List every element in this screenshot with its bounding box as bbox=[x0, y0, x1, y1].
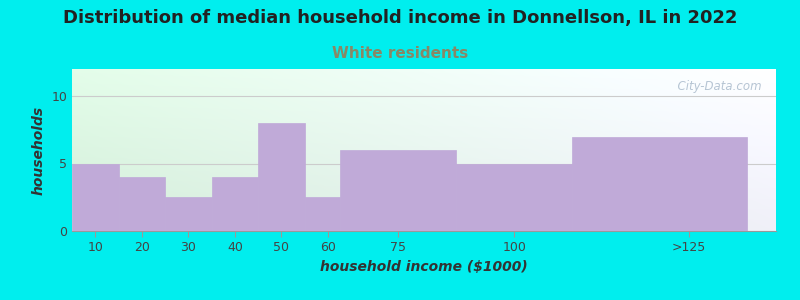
Bar bbox=[572, 136, 747, 231]
X-axis label: household income ($1000): household income ($1000) bbox=[320, 260, 528, 274]
Bar bbox=[165, 197, 212, 231]
Bar bbox=[118, 177, 165, 231]
Bar bbox=[456, 164, 572, 231]
Text: Distribution of median household income in Donnellson, IL in 2022: Distribution of median household income … bbox=[62, 9, 738, 27]
Text: City-Data.com: City-Data.com bbox=[670, 80, 762, 93]
Bar bbox=[305, 197, 340, 231]
Bar bbox=[340, 150, 456, 231]
Text: White residents: White residents bbox=[332, 46, 468, 62]
Bar bbox=[258, 123, 305, 231]
Bar bbox=[72, 164, 118, 231]
Bar bbox=[212, 177, 258, 231]
Y-axis label: households: households bbox=[32, 105, 46, 195]
